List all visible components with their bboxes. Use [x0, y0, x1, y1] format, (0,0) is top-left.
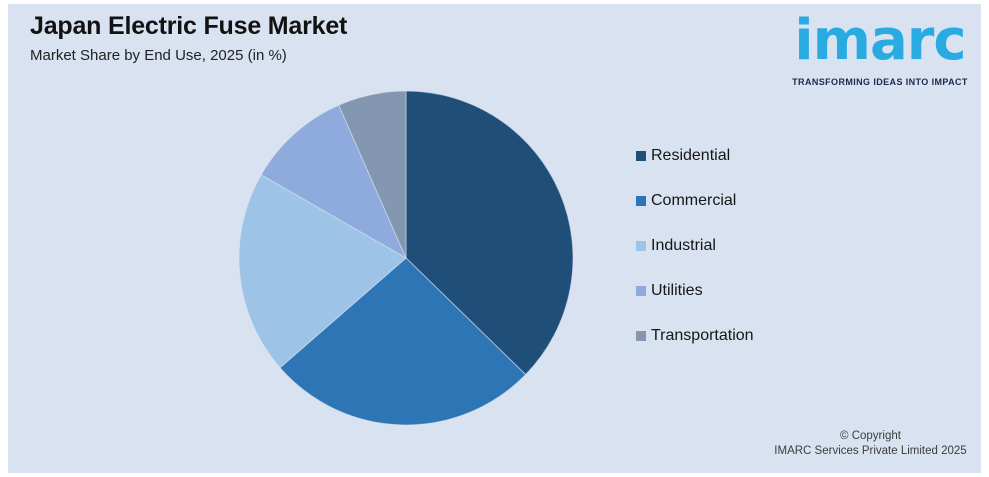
- page-subtitle: Market Share by End Use, 2025 (in %): [30, 47, 287, 64]
- pie-slice-industrial: [238, 174, 407, 369]
- imarc-wordmark: imarc: [794, 8, 966, 73]
- imarc-logo: imarc TRANSFORMING IDEAS INTO IMPACT: [780, 6, 980, 87]
- imarc-tagline: TRANSFORMING IDEAS INTO IMPACT: [792, 77, 968, 87]
- legend-label: Industrial: [651, 236, 716, 254]
- legend-item-utilities: Utilities: [636, 280, 754, 301]
- legend-marker-icon: [636, 285, 646, 296]
- pie-slice-utilities: [260, 104, 408, 260]
- legend-marker-icon: [636, 195, 646, 206]
- pie-chart: [238, 90, 574, 426]
- legend-item-residential: Residential: [636, 145, 754, 166]
- legend-label: Residential: [651, 146, 731, 164]
- legend-item-commercial: Commercial: [636, 190, 754, 211]
- pie-chart-svg: [238, 90, 574, 426]
- pie-slice-residential: [405, 90, 574, 376]
- legend-label: Utilities: [651, 281, 703, 299]
- copyright-notice: © Copyright IMARC Services Private Limit…: [752, 429, 989, 459]
- legend: Residential Commercial Industrial Utilit…: [636, 145, 754, 370]
- legend-label: Transportation: [651, 326, 754, 344]
- legend-marker-icon: [636, 240, 646, 251]
- legend-marker-icon: [636, 330, 646, 341]
- copyright-line1: © Copyright: [840, 430, 901, 442]
- legend-item-transportation: Transportation: [636, 325, 754, 346]
- copyright-line2: IMARC Services Private Limited 2025: [774, 445, 967, 457]
- legend-marker-icon: [636, 150, 646, 161]
- pie-slice-transportation: [338, 90, 407, 259]
- legend-item-industrial: Industrial: [636, 235, 754, 256]
- legend-label: Commercial: [651, 191, 737, 209]
- pie-slice-commercial: [279, 257, 527, 426]
- page-title: Japan Electric Fuse Market: [30, 12, 348, 40]
